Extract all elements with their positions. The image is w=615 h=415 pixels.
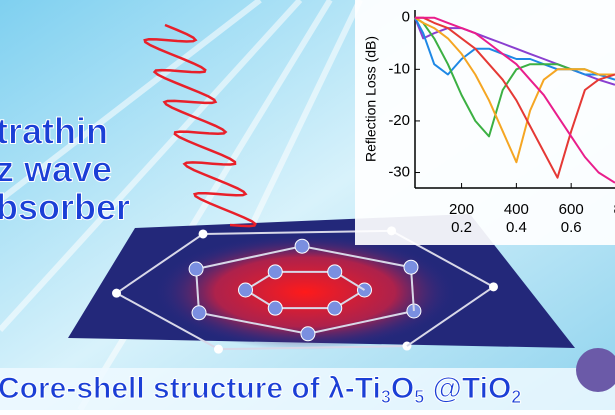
bond <box>307 310 415 335</box>
x-tick-label: 800 <box>613 201 615 218</box>
y-tick-label: -10 <box>388 60 410 77</box>
x2-tick-label: 0.2 <box>451 219 472 236</box>
x-tick-label: 400 <box>504 201 529 218</box>
bond <box>218 345 407 351</box>
bond <box>116 292 219 351</box>
atom <box>188 261 204 277</box>
bond <box>406 286 495 347</box>
atom <box>191 305 207 321</box>
rl-curve <box>414 16 615 164</box>
atom <box>112 288 122 298</box>
y-tick-label: -30 <box>388 163 410 180</box>
caption: Core-shell structure of λ-Ti3O5 @TiO2 <box>0 372 521 407</box>
y-axis-label: Reflection Loss (dB) <box>363 36 379 162</box>
atom <box>488 282 498 292</box>
atom <box>198 229 208 239</box>
rl-curve <box>415 16 615 179</box>
caption-subscript: 5 <box>414 387 424 407</box>
atom <box>213 344 223 354</box>
atom <box>238 282 253 298</box>
caption-subscript: 3 <box>381 387 391 407</box>
inset-chart: 0-10-20-302004006008000.20.40.60.8Reflec… <box>363 9 615 236</box>
bond <box>195 245 303 270</box>
rl-curve <box>415 16 615 184</box>
particle-cluster <box>576 348 615 392</box>
atom <box>403 259 419 275</box>
atom <box>267 264 283 280</box>
incident-wave <box>143 23 257 228</box>
x-tick-label: 200 <box>449 201 474 218</box>
bond <box>301 245 412 269</box>
x2-tick-label: 0.4 <box>506 219 527 236</box>
caption-band <box>0 368 615 410</box>
light-rays <box>0 0 360 410</box>
bond <box>198 311 309 335</box>
atom <box>327 300 343 316</box>
atom <box>294 238 310 254</box>
atom <box>300 326 316 342</box>
headline: trathin z wave bsorber <box>0 110 131 228</box>
y-tick-label: -20 <box>388 112 410 129</box>
x2-tick-label: 0.6 <box>561 219 582 236</box>
caption-part: Core-shell structure of λ-Ti <box>0 372 381 405</box>
rl-curve <box>414 17 615 81</box>
atom <box>267 300 283 316</box>
y-tick-label: 0 <box>402 9 410 26</box>
caption-part: O <box>391 372 414 405</box>
headline-line: z wave <box>0 149 112 190</box>
atom <box>327 264 343 280</box>
headline-line: bsorber <box>0 187 130 228</box>
caption-part: @TiO <box>424 372 511 405</box>
caption-subscript: 2 <box>511 387 521 407</box>
absorption-glow <box>155 234 455 350</box>
x-tick-label: 600 <box>559 201 584 218</box>
bond <box>115 233 204 294</box>
headline-line: trathin <box>0 111 108 152</box>
